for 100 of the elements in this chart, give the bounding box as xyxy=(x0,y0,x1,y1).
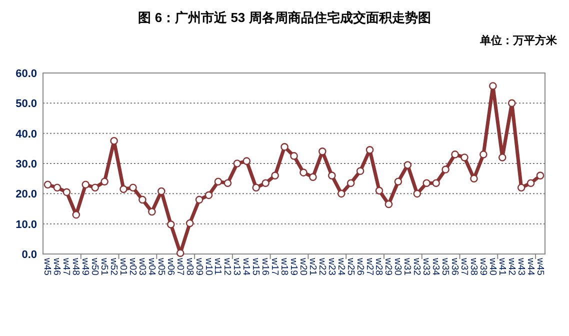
point xyxy=(280,143,288,151)
x-tick-label: w25 xyxy=(344,257,356,276)
point xyxy=(195,196,204,204)
point xyxy=(204,191,213,200)
y-tick-label: 40.0 xyxy=(16,128,37,140)
point xyxy=(262,179,270,188)
point xyxy=(186,219,194,228)
x-tick-label: w23 xyxy=(326,257,337,276)
y-tick-label: 20.0 xyxy=(16,188,37,201)
x-tick-label: w37 xyxy=(458,257,470,276)
point xyxy=(176,249,184,257)
point xyxy=(53,184,62,192)
point xyxy=(120,185,128,194)
point xyxy=(290,152,298,160)
x-tick-label: w48 xyxy=(70,257,82,276)
x-tick-label: w49 xyxy=(80,257,91,276)
x-tick-label: w08 xyxy=(184,257,195,276)
x-tick-label: w45 xyxy=(534,257,546,276)
point xyxy=(384,200,393,208)
point xyxy=(413,190,422,198)
x-tick-label: w16 xyxy=(260,257,271,276)
point xyxy=(526,179,535,188)
point xyxy=(166,220,175,228)
point xyxy=(366,146,374,154)
x-tick-label: w11 xyxy=(212,257,224,275)
x-tick-label: w18 xyxy=(278,257,290,276)
x-tick-label: w06 xyxy=(164,257,176,276)
point xyxy=(346,179,355,188)
y-tick-label: 10.0 xyxy=(16,218,37,231)
x-tick-label: w20 xyxy=(297,257,308,276)
x-tick-label: w27 xyxy=(364,257,375,276)
x-tick-label: w51 xyxy=(98,257,110,276)
x-tick-label: w17 xyxy=(269,257,280,276)
x-tick-label: w19 xyxy=(288,257,299,276)
x-tick-label: w33 xyxy=(420,257,432,276)
point xyxy=(442,166,450,174)
x-tick-label: w09 xyxy=(193,257,204,276)
point xyxy=(72,210,80,219)
point xyxy=(489,82,497,90)
x-tick-label: w04 xyxy=(146,257,157,276)
x-tick-label: w05 xyxy=(155,257,166,276)
x-tick-label: w29 xyxy=(382,257,394,276)
x-tick-label: w01 xyxy=(118,257,129,276)
point xyxy=(300,168,308,176)
point xyxy=(148,208,156,216)
point xyxy=(129,184,137,192)
y-tick-label: 30.0 xyxy=(16,158,37,170)
point xyxy=(422,179,431,188)
point xyxy=(517,184,526,192)
text: 单位：万平方米 xyxy=(479,34,558,47)
y-tick-label: 0.0 xyxy=(22,249,37,261)
chart-title: 图 6：广州市近 53 周各周商品住宅成交面积走势图 xyxy=(138,10,431,25)
point xyxy=(498,154,506,162)
x-tick-label: w10 xyxy=(202,257,214,276)
x-tick-label: w12 xyxy=(222,257,233,276)
x-tick-label: w03 xyxy=(136,257,148,276)
x-tick-label: w26 xyxy=(354,257,366,276)
x-tick-label: w24 xyxy=(335,257,346,276)
point xyxy=(375,186,384,195)
point xyxy=(309,173,317,181)
y-tick-label: 50.0 xyxy=(16,98,37,110)
x-tick-label: w41 xyxy=(496,257,508,276)
x-tick-label: w22 xyxy=(316,257,328,276)
x-tick-label: w07 xyxy=(174,257,186,276)
point xyxy=(337,190,346,198)
point xyxy=(356,167,364,175)
x-tick-label: w14 xyxy=(240,257,252,276)
x-tick-label: w35 xyxy=(440,257,451,276)
y-tick-label: 60.0 xyxy=(16,68,37,80)
x-tick-label: w50 xyxy=(89,257,100,276)
point xyxy=(44,180,52,189)
point xyxy=(318,148,326,156)
x-tick-label: w45 xyxy=(42,257,53,276)
point xyxy=(100,178,108,186)
x-tick-label: w36 xyxy=(449,257,460,276)
point xyxy=(242,157,251,165)
point xyxy=(432,179,440,188)
point xyxy=(252,184,260,192)
x-tick-label: w52 xyxy=(108,257,120,276)
point xyxy=(91,184,99,192)
point xyxy=(460,154,468,162)
x-tick-label: w42 xyxy=(506,257,517,276)
x-tick-label: w39 xyxy=(477,257,488,276)
x-tick-label: w47 xyxy=(60,257,72,276)
point xyxy=(271,172,279,180)
x-tick-label: w02 xyxy=(126,257,138,276)
point xyxy=(480,150,488,158)
point xyxy=(328,172,336,180)
x-tick-label: w30 xyxy=(392,257,404,276)
x-tick-label: w15 xyxy=(250,257,262,276)
x-tick-label: w38 xyxy=(468,257,479,276)
x-tick-label: w13 xyxy=(231,257,242,276)
x-tick-label: w46 xyxy=(51,257,62,276)
point xyxy=(508,99,516,108)
point xyxy=(536,172,544,180)
x-tick-label: w34 xyxy=(430,257,442,276)
point xyxy=(224,179,232,188)
x-tick-label: w31 xyxy=(402,257,413,276)
point xyxy=(62,188,71,196)
x-tick-label: w28 xyxy=(373,257,384,276)
